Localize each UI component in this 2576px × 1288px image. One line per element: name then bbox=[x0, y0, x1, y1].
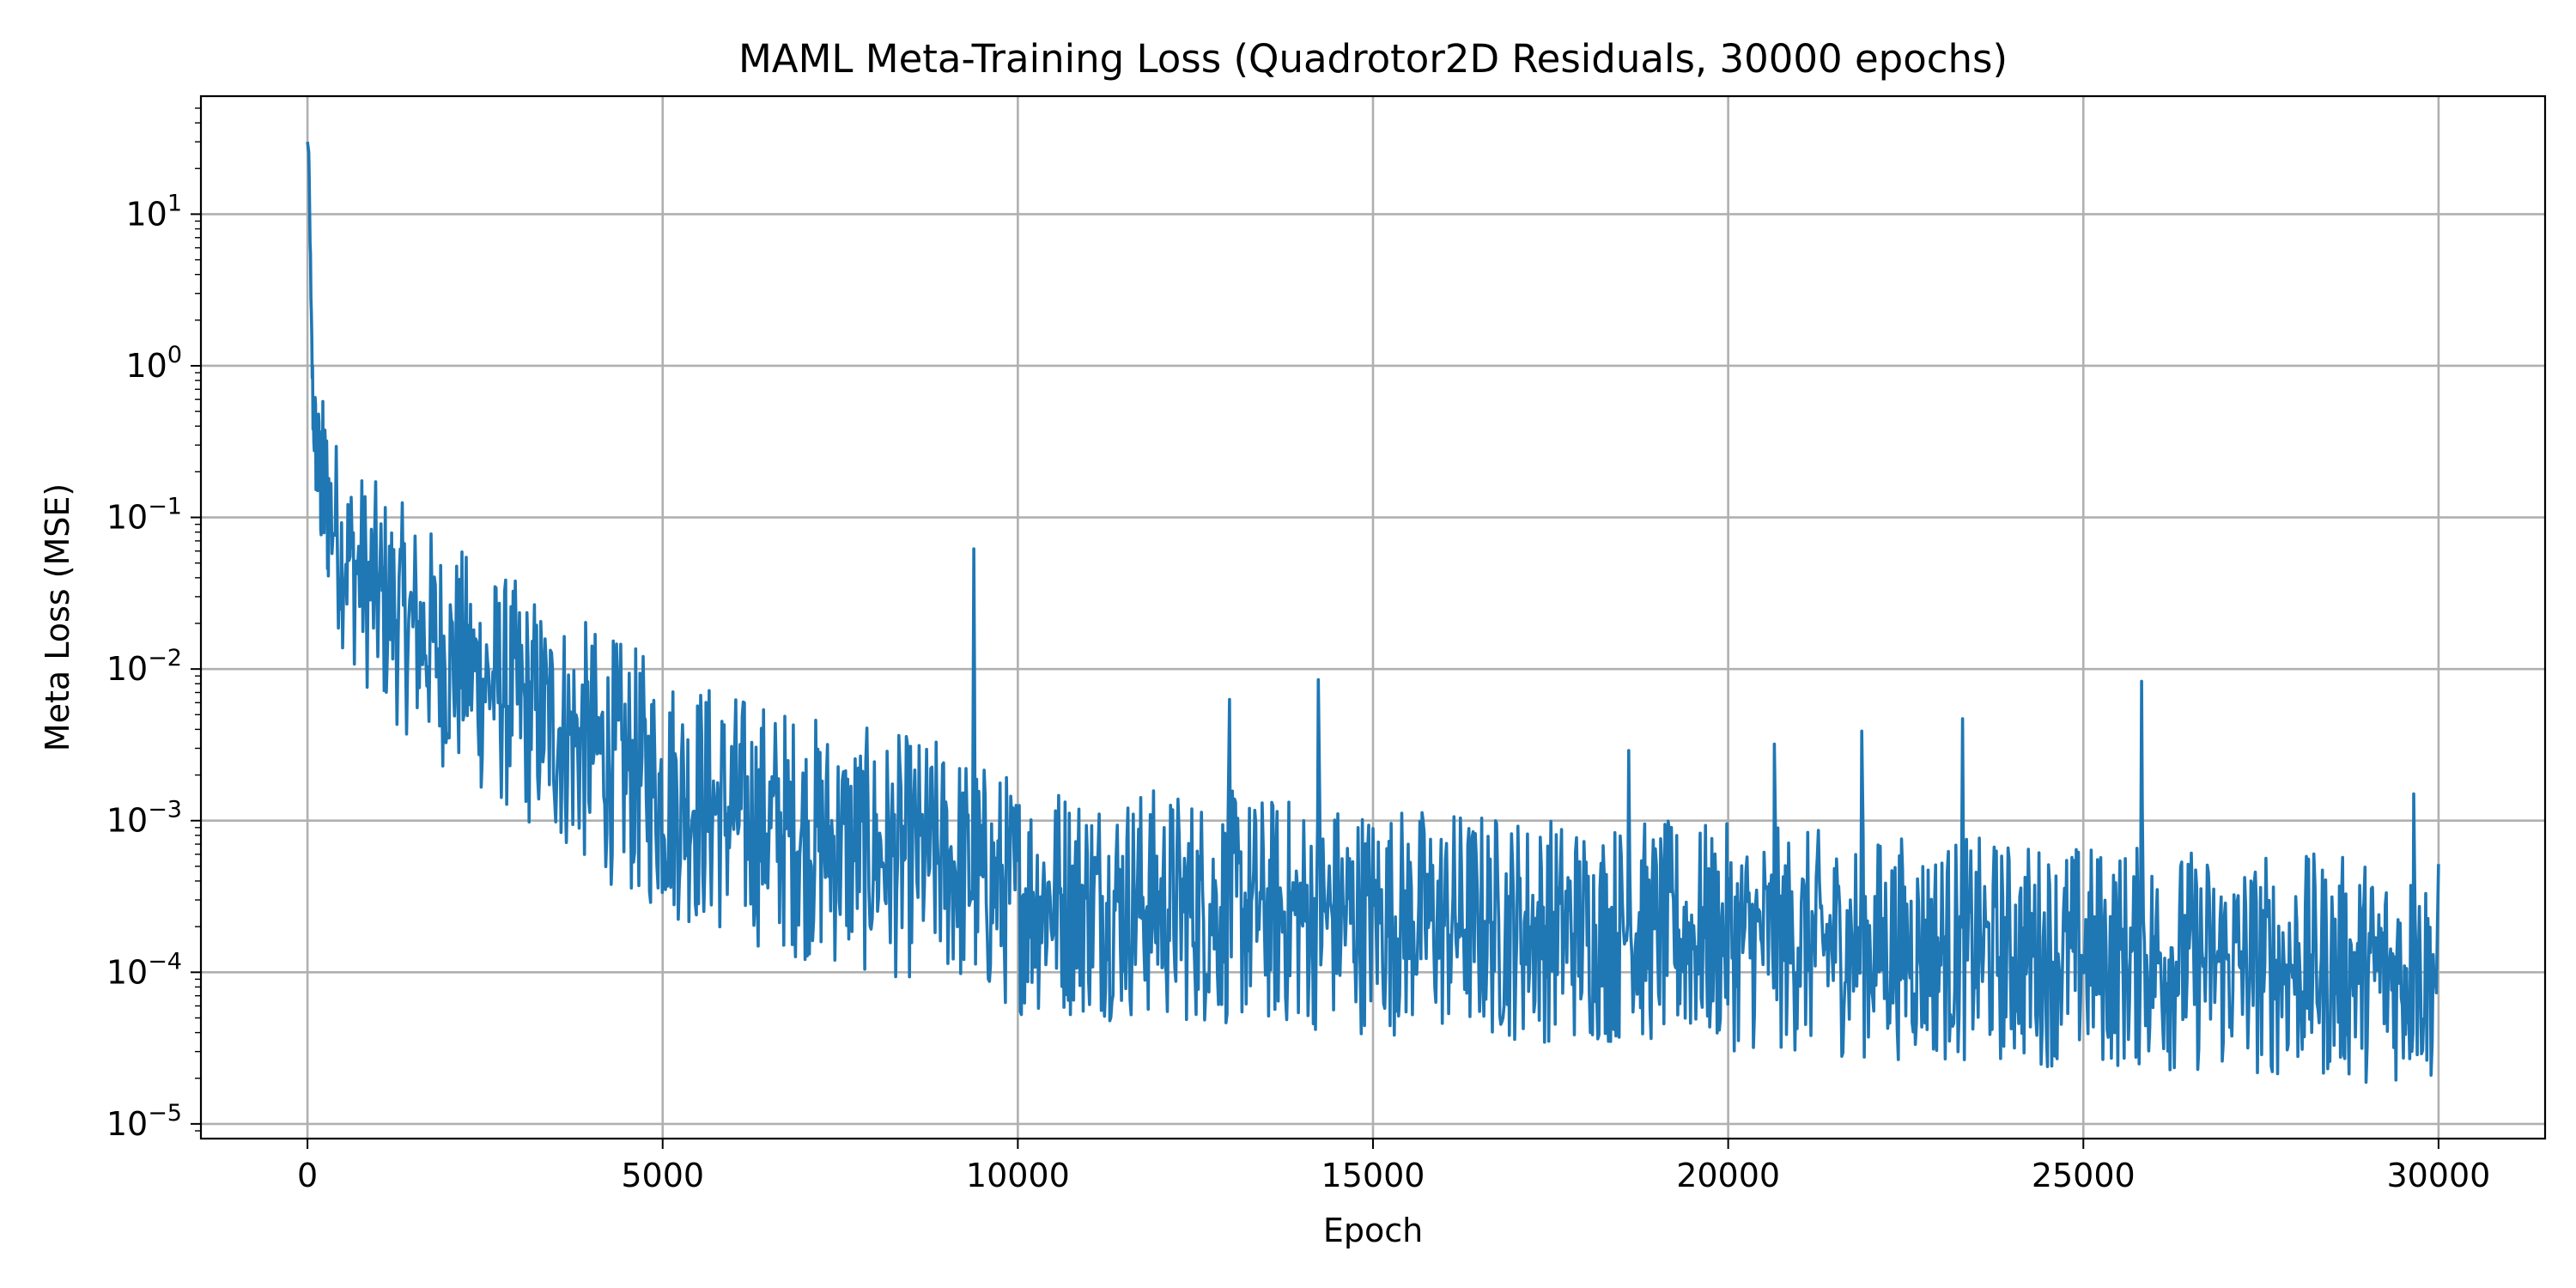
x-tick-label: 25000 bbox=[2032, 1157, 2136, 1194]
y-tick-exponent: −5 bbox=[148, 1100, 182, 1127]
x-axis-label: Epoch bbox=[1323, 1212, 1423, 1249]
y-tick-label: 101 bbox=[125, 190, 182, 233]
y-tick-label: 10−5 bbox=[106, 1100, 182, 1143]
series-line-meta-loss bbox=[306, 141, 2440, 1084]
x-tick-label: 15000 bbox=[1321, 1157, 1425, 1194]
y-tick-base: 10 bbox=[106, 650, 148, 688]
y-tick-exponent: 0 bbox=[167, 342, 182, 368]
chart-title: MAML Meta-Training Loss (Quadrotor2D Res… bbox=[738, 36, 2008, 82]
plot-frame bbox=[199, 94, 2547, 1140]
y-tick-label: 10−4 bbox=[106, 948, 182, 991]
y-tick-label: 10−1 bbox=[106, 494, 182, 537]
y-tick-base: 10 bbox=[106, 953, 148, 991]
y-tick-exponent: −4 bbox=[148, 948, 182, 975]
y-tick-exponent: −2 bbox=[148, 645, 182, 671]
y-tick-base: 10 bbox=[106, 499, 148, 537]
x-tick-label: 10000 bbox=[966, 1157, 1070, 1194]
y-tick-label: 10−3 bbox=[106, 797, 182, 840]
x-tick-label: 30000 bbox=[2386, 1157, 2490, 1194]
grid bbox=[201, 96, 2545, 1139]
y-tick-base: 10 bbox=[106, 802, 148, 840]
plot-area bbox=[306, 141, 2440, 1084]
y-tick-label: 100 bbox=[125, 342, 182, 385]
x-axis-ticks: 0 5000 10000 15000 20000 25000 30000 bbox=[297, 1139, 2490, 1194]
y-tick-base: 10 bbox=[106, 1105, 148, 1143]
x-tick-label: 5000 bbox=[621, 1157, 704, 1194]
x-tick-label: 20000 bbox=[1676, 1157, 1780, 1194]
y-tick-exponent: 1 bbox=[167, 190, 182, 216]
y-tick-label: 10−2 bbox=[106, 645, 182, 688]
y-tick-exponent: −1 bbox=[148, 494, 182, 520]
y-axis-label: Meta Loss (MSE) bbox=[39, 483, 76, 751]
y-tick-base: 10 bbox=[125, 195, 167, 233]
x-tick-label: 0 bbox=[297, 1157, 318, 1194]
y-tick-exponent: −3 bbox=[148, 797, 182, 823]
y-tick-base: 10 bbox=[125, 347, 167, 385]
